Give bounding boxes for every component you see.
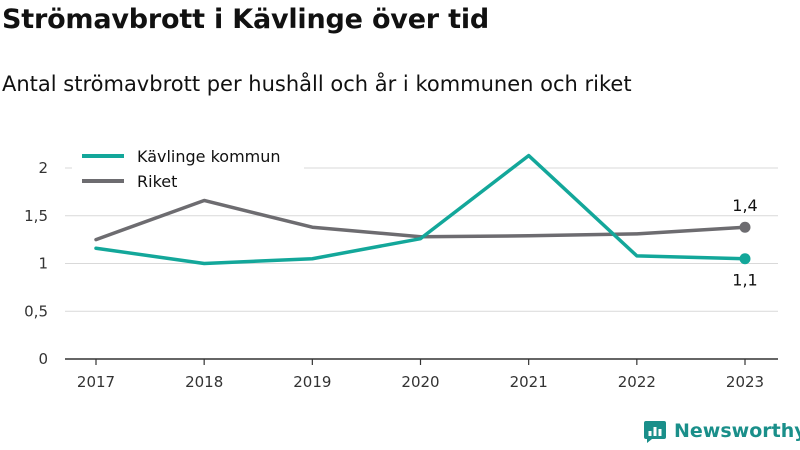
- newsworthy-brand: Newsworthy: [643, 419, 800, 443]
- newsworthy-logo-icon: [644, 421, 666, 443]
- x-tick-label: 2022: [618, 373, 656, 391]
- y-tick-label: 0: [38, 350, 48, 368]
- x-tick-label: 2021: [510, 373, 548, 391]
- x-tick-label: 2018: [185, 373, 223, 391]
- series-end-point: [739, 221, 751, 233]
- x-tick-label: 2023: [726, 373, 764, 391]
- data-labels: 1,1 1,4: [732, 196, 757, 290]
- series-lines: [94, 153, 751, 266]
- series-line: [94, 198, 747, 242]
- y-tick-label: 2: [38, 159, 48, 177]
- brand-name: Newsworthy: [674, 420, 800, 442]
- y-tick-label: 1: [38, 255, 48, 273]
- y-tick-label: 1,5: [24, 207, 48, 225]
- x-tick-label: 2017: [77, 373, 115, 391]
- x-tick-label: 2020: [401, 373, 439, 391]
- axes: 0 0,5 1 1,5 2 2017 2018 2019 2020 2021 2022 2023: [24, 159, 778, 391]
- end-value-label: 1,1: [732, 271, 757, 290]
- legend: Kävlinge kommun Riket: [72, 142, 304, 198]
- x-tick-label: 2019: [293, 373, 331, 391]
- chart-title: Strömavbrott i Kävlinge över tid: [2, 4, 490, 35]
- legend-label: Kävlinge kommun: [137, 147, 281, 166]
- legend-background: [72, 142, 304, 198]
- y-tick-label: 0,5: [24, 302, 48, 320]
- series-end-point: [739, 253, 751, 265]
- legend-label: Riket: [137, 172, 177, 191]
- chart-subtitle: Antal strömavbrott per hushåll och år i …: [2, 72, 632, 96]
- series-line: [94, 153, 747, 266]
- end-value-label: 1,4: [732, 196, 757, 215]
